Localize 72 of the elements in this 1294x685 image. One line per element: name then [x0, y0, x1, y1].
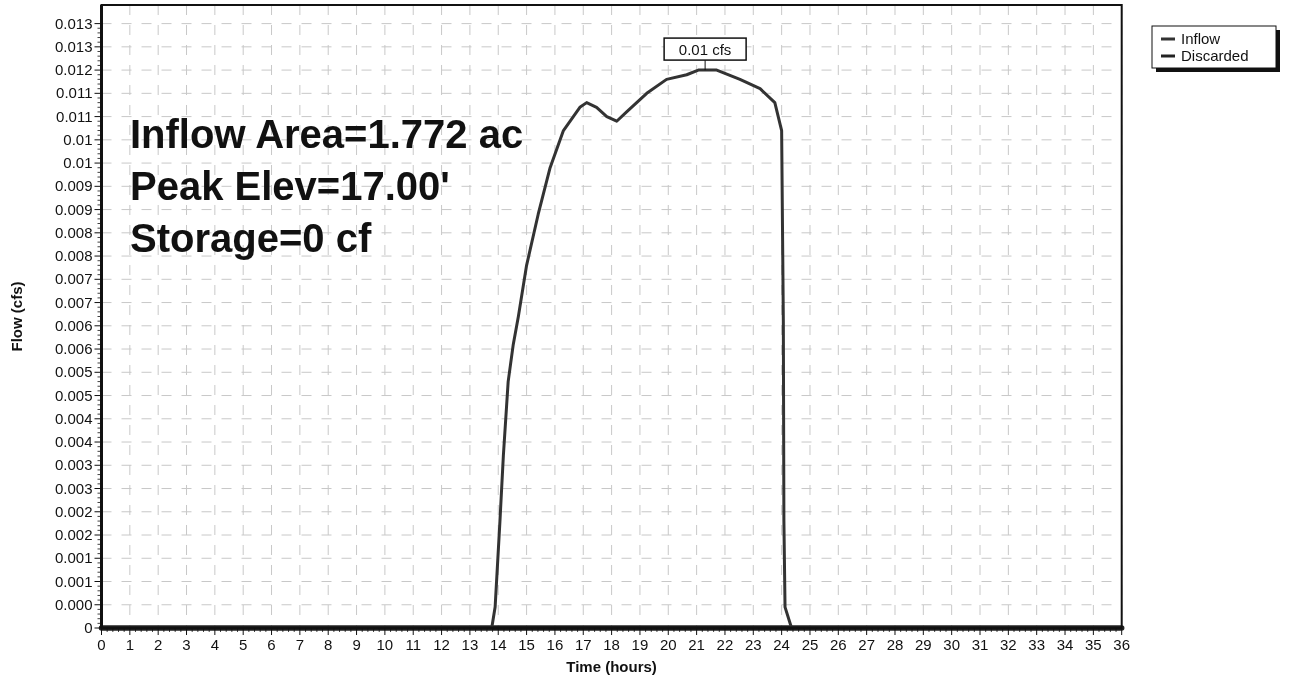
legend-label: Discarded	[1181, 47, 1249, 64]
y-tick-label: 0.009	[54, 177, 93, 195]
y-axis-title: Flow (cfs)	[8, 281, 25, 352]
x-tick-label: 0	[97, 636, 106, 653]
y-tick-label: 0.002	[54, 502, 93, 520]
x-tick-label: 29	[914, 636, 932, 653]
x-tick-label: 12	[433, 636, 450, 653]
y-tick-label: 0.001	[54, 549, 93, 567]
y-tick-label: 0.006	[54, 316, 93, 334]
x-tick-label: 22	[716, 636, 734, 653]
y-tick-label: 0.013	[54, 14, 93, 32]
y-tick-label: 0.01	[63, 130, 93, 148]
x-tick-label: 8	[324, 636, 333, 653]
y-tick-label: 0.01	[63, 154, 93, 172]
x-tick-label: 2	[154, 636, 163, 653]
x-tick-label: 3	[182, 636, 191, 653]
x-tick-label: 30	[943, 636, 961, 653]
y-tick-label: 0.000	[54, 595, 93, 613]
x-axis-title: Time (hours)	[566, 658, 657, 675]
x-tick-label: 35	[1085, 636, 1102, 653]
x-tick-label: 6	[267, 636, 276, 653]
x-tick-label: 19	[631, 636, 649, 653]
y-tick-label: 0.008	[54, 223, 93, 241]
y-tick-label: 0.002	[54, 526, 93, 544]
y-tick-label: 0.005	[54, 386, 93, 404]
x-tick-label: 24	[773, 636, 790, 653]
y-tick-label: 0.006	[54, 340, 93, 358]
annotation: 0.01 cfs	[678, 41, 732, 59]
x-tick-label: 7	[295, 636, 305, 653]
x-tick-label: 23	[744, 636, 762, 653]
x-tick-label: 10	[376, 636, 394, 653]
x-tick-label: 27	[858, 636, 875, 653]
x-tick-label: 14	[489, 636, 507, 653]
y-tick-label: 0.012	[54, 61, 93, 79]
legend-label: Inflow	[1181, 30, 1221, 47]
annotation: Peak Elev=17.00'	[130, 164, 450, 208]
x-tick-label: 9	[352, 636, 361, 653]
x-tick-label: 34	[1056, 636, 1074, 653]
y-tick-label: 0.005	[54, 363, 93, 381]
x-tick-label: 5	[239, 636, 248, 653]
x-tick-label: 4	[210, 636, 220, 653]
x-tick-label: 28	[886, 636, 904, 653]
x-tick-label: 36	[1113, 636, 1131, 653]
y-tick-label: 0.001	[54, 572, 93, 590]
annotation: Inflow Area=1.772 ac	[130, 112, 524, 156]
x-tick-label: 16	[546, 636, 564, 653]
y-tick-label: 0.003	[54, 456, 93, 474]
x-tick-label: 20	[659, 636, 677, 653]
y-tick-label: 0	[84, 619, 93, 636]
annotation: Storage=0 cf	[130, 216, 372, 260]
x-tick-label: 18	[603, 636, 620, 653]
y-tick-label: 0.007	[54, 293, 93, 311]
x-tick-label: 15	[518, 636, 535, 653]
y-tick-label: 0.007	[54, 270, 93, 288]
x-tick-label: 32	[1000, 636, 1017, 653]
y-tick-label: 0.008	[54, 247, 93, 265]
y-tick-label: 0.011	[56, 84, 93, 102]
y-tick-label: 0.004	[54, 409, 93, 427]
y-tick-label: 0.013	[54, 37, 93, 55]
y-tick-label: 0.004	[54, 433, 93, 451]
y-tick-label: 0.003	[54, 479, 93, 497]
x-tick-label: 26	[829, 636, 847, 653]
x-tick-label: 17	[574, 636, 592, 653]
x-tick-label: 25	[801, 636, 819, 653]
y-tick-label: 0.011	[56, 107, 93, 125]
x-tick-label: 31	[971, 636, 989, 653]
x-tick-label: 21	[688, 636, 705, 653]
x-tick-label: 13	[461, 636, 479, 653]
y-tick-label: 0.009	[54, 200, 93, 218]
x-tick-label: 1	[125, 636, 135, 653]
x-tick-label: 11	[405, 636, 422, 653]
x-tick-label: 33	[1028, 636, 1046, 653]
